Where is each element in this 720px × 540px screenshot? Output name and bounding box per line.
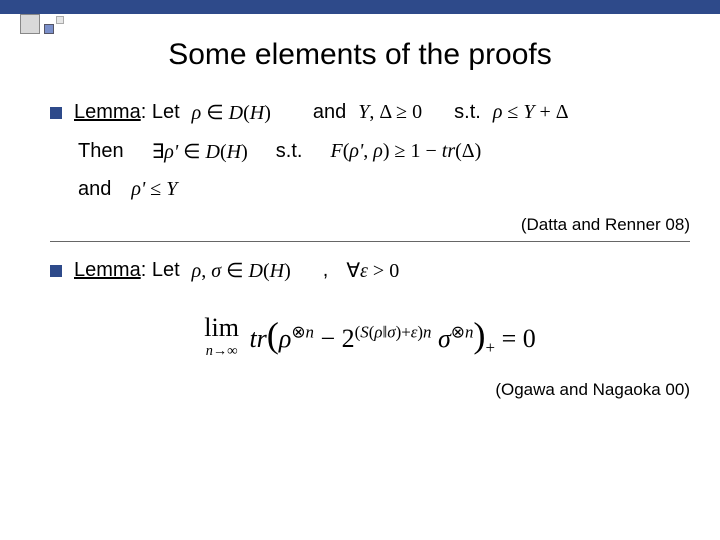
lemma1-and: and [313,101,346,124]
lemma2-comma: , [323,259,329,282]
lemma1-label: Lemma: Let [74,101,180,124]
lemma1-line2: Then ∃ρ' ∈ D(H) s.t. F(ρ', ρ) ≥ 1 − tr(Δ… [78,139,690,164]
lemma1-st2: s.t. [276,140,303,163]
lemma2-citation: (Ogawa and Nagaoka 00) [50,380,690,400]
slide-title: Some elements of the proofs [0,38,720,72]
lemma1-then: Then [78,140,124,163]
lemma2-line1: Lemma: Let ρ, σ ∈ D(H) , ∀ε > 0 [50,258,690,283]
lemma1-and2: and [78,178,111,201]
bullet-icon [50,265,62,277]
divider [50,241,690,242]
lemma1-st: s.t. [454,101,481,124]
lemma1-math5: F(ρ', ρ) ≥ 1 − tr(Δ) [330,140,481,163]
bullet-icon [50,107,62,119]
corner-decoration [20,14,90,36]
lemma1-line1: Lemma: Let ρ ∈ D(H) and Y, Δ ≥ 0 s.t. ρ … [50,100,690,125]
lemma1-citation: (Datta and Renner 08) [50,215,690,235]
lemma1-line3: and ρ' ≤ Y [78,178,690,201]
lemma2-formula: lim n→∞ tr(ρ⊗n − 2(S(ρ‖σ)+ε)n σ⊗n)+ = 0 [50,313,690,360]
lemma2-label: Lemma: Let [74,259,180,282]
slide-top-bar [0,0,720,14]
lemma1-math6: ρ' ≤ Y [131,178,177,201]
lemma1-math1: ρ ∈ D(H) [192,100,271,125]
lemma1-math3: ρ ≤ Y + Δ [493,101,569,124]
lemma2-math1: ρ, σ ∈ D(H) [192,258,291,283]
slide-content: Lemma: Let ρ ∈ D(H) and Y, Δ ≥ 0 s.t. ρ … [50,100,690,400]
lemma1-math4: ∃ρ' ∈ D(H) [152,139,248,164]
lemma1-math2: Y, Δ ≥ 0 [358,101,422,124]
lemma2-math2: ∀ε > 0 [346,258,399,283]
